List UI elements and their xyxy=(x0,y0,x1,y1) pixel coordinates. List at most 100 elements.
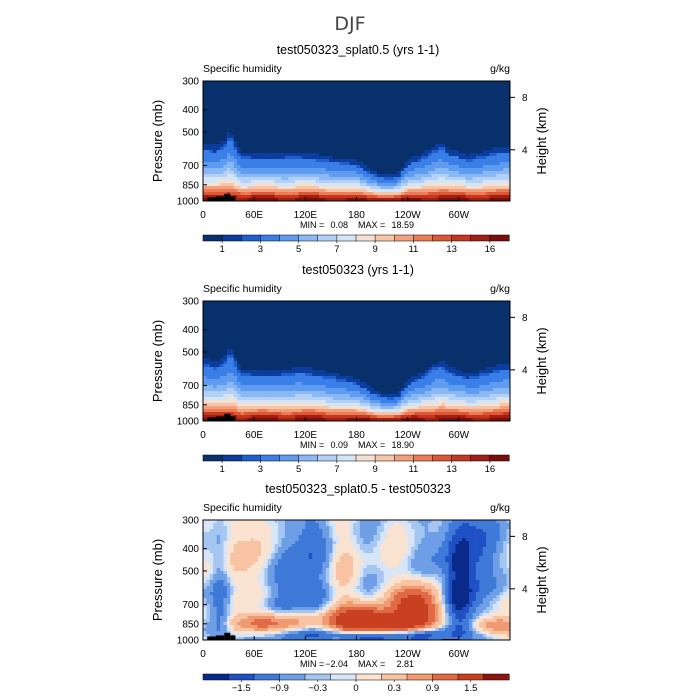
heatmap-cell xyxy=(414,183,419,187)
heatmap-cell xyxy=(318,189,323,193)
heatmap-cell xyxy=(257,84,262,88)
heatmap-cell xyxy=(209,301,214,305)
heatmap-cell xyxy=(254,319,259,323)
heatmap-cell xyxy=(233,165,238,169)
heatmap-cell xyxy=(455,192,460,196)
heatmap-cell xyxy=(370,192,375,196)
heatmap-cell xyxy=(209,334,214,338)
heatmap-cell xyxy=(233,301,238,305)
heatmap-cell xyxy=(322,174,327,178)
heatmap-cell xyxy=(503,147,508,151)
heatmap-cell xyxy=(288,198,293,201)
heatmap-cell xyxy=(308,198,313,201)
heatmap-cell xyxy=(274,349,279,353)
heatmap-cell xyxy=(366,183,371,187)
colorbar-tick-label: 9 xyxy=(372,244,377,255)
heatmap-cell xyxy=(206,123,211,127)
heatmap-cell xyxy=(226,304,231,308)
heatmap-cell xyxy=(462,165,467,169)
heatmap-cell xyxy=(349,129,354,133)
heatmap-cell xyxy=(359,192,364,196)
heatmap-cell xyxy=(329,105,334,109)
heatmap-cell xyxy=(376,111,381,115)
heatmap-cell xyxy=(492,111,497,115)
heatmap-cell xyxy=(342,105,347,109)
heatmap-cell xyxy=(434,84,439,88)
heatmap-cell xyxy=(226,337,231,341)
heatmap-cell xyxy=(404,84,409,88)
heatmap-cell xyxy=(209,412,214,416)
colorbar-swatch xyxy=(470,234,491,242)
heatmap-cell xyxy=(387,84,392,88)
heatmap-cell xyxy=(387,96,392,100)
heatmap-cell xyxy=(342,186,347,190)
heatmap-cell xyxy=(267,409,272,413)
heatmap-cell xyxy=(376,114,381,118)
heatmap-cell xyxy=(394,141,399,145)
heatmap-cell xyxy=(407,123,412,127)
heatmap-cell xyxy=(288,313,293,317)
heatmap-cell xyxy=(209,153,214,157)
heatmap-cell xyxy=(383,114,388,118)
heatmap-cell xyxy=(267,388,272,392)
heatmap-cell xyxy=(203,87,208,91)
heatmap-cell xyxy=(411,111,416,115)
heatmap-cell xyxy=(458,144,463,148)
heatmap-cell xyxy=(499,180,504,184)
heatmap-cell xyxy=(226,340,231,344)
heatmap-cell xyxy=(506,171,510,175)
heatmap-cell xyxy=(356,189,361,193)
heatmap-cell xyxy=(288,322,293,326)
heatmap-cell xyxy=(264,105,269,109)
heatmap-cell xyxy=(237,316,242,320)
heatmap-cell xyxy=(220,328,225,332)
heatmap-cell xyxy=(243,114,248,118)
heatmap-cell xyxy=(267,313,272,317)
heatmap-cell xyxy=(366,87,371,91)
heatmap-cell xyxy=(298,301,303,305)
heatmap-cell xyxy=(349,117,354,121)
heatmap-cell xyxy=(264,340,269,344)
heatmap-cell xyxy=(301,180,306,184)
heatmap-cell xyxy=(380,189,385,193)
heatmap-cell xyxy=(203,138,208,142)
heatmap-cell xyxy=(274,195,279,199)
heatmap-cell xyxy=(254,144,259,148)
heatmap-cell xyxy=(257,349,262,353)
heatmap-cell xyxy=(417,168,422,172)
heatmap-cell xyxy=(284,123,289,127)
heatmap-cell xyxy=(499,177,504,181)
heatmap-cell xyxy=(274,376,279,380)
heatmap-cell xyxy=(220,192,225,196)
heatmap-cell xyxy=(472,129,477,133)
heatmap-cell xyxy=(264,141,269,145)
heatmap-cell xyxy=(489,135,494,139)
heatmap-cell xyxy=(366,126,371,130)
heatmap-cell xyxy=(264,156,269,160)
heatmap-cell xyxy=(274,168,279,172)
heatmap-cell xyxy=(237,108,242,112)
heatmap-cell xyxy=(209,355,214,359)
heatmap-cell xyxy=(243,346,248,350)
heatmap-cell xyxy=(220,400,225,404)
heatmap-cell xyxy=(237,403,242,407)
heatmap-cell xyxy=(284,192,289,196)
heatmap-cell xyxy=(482,159,487,163)
heatmap-cell xyxy=(295,307,300,311)
heatmap-cell xyxy=(506,153,510,157)
heatmap-cell xyxy=(278,358,283,362)
heatmap-cell xyxy=(394,123,399,127)
heatmap-cell xyxy=(469,102,474,106)
heatmap-cell xyxy=(376,135,381,139)
heatmap-cell xyxy=(336,141,341,145)
heatmap-cell xyxy=(295,117,300,121)
heatmap-cell xyxy=(223,111,228,115)
heatmap-cell xyxy=(397,105,402,109)
heatmap-cell xyxy=(254,132,259,136)
heatmap-cell xyxy=(250,346,255,350)
heatmap-cell xyxy=(223,138,228,142)
heatmap-cell xyxy=(421,84,426,88)
heatmap-cell xyxy=(223,301,228,305)
heatmap-cell xyxy=(318,120,323,124)
heatmap-cell xyxy=(346,192,351,196)
